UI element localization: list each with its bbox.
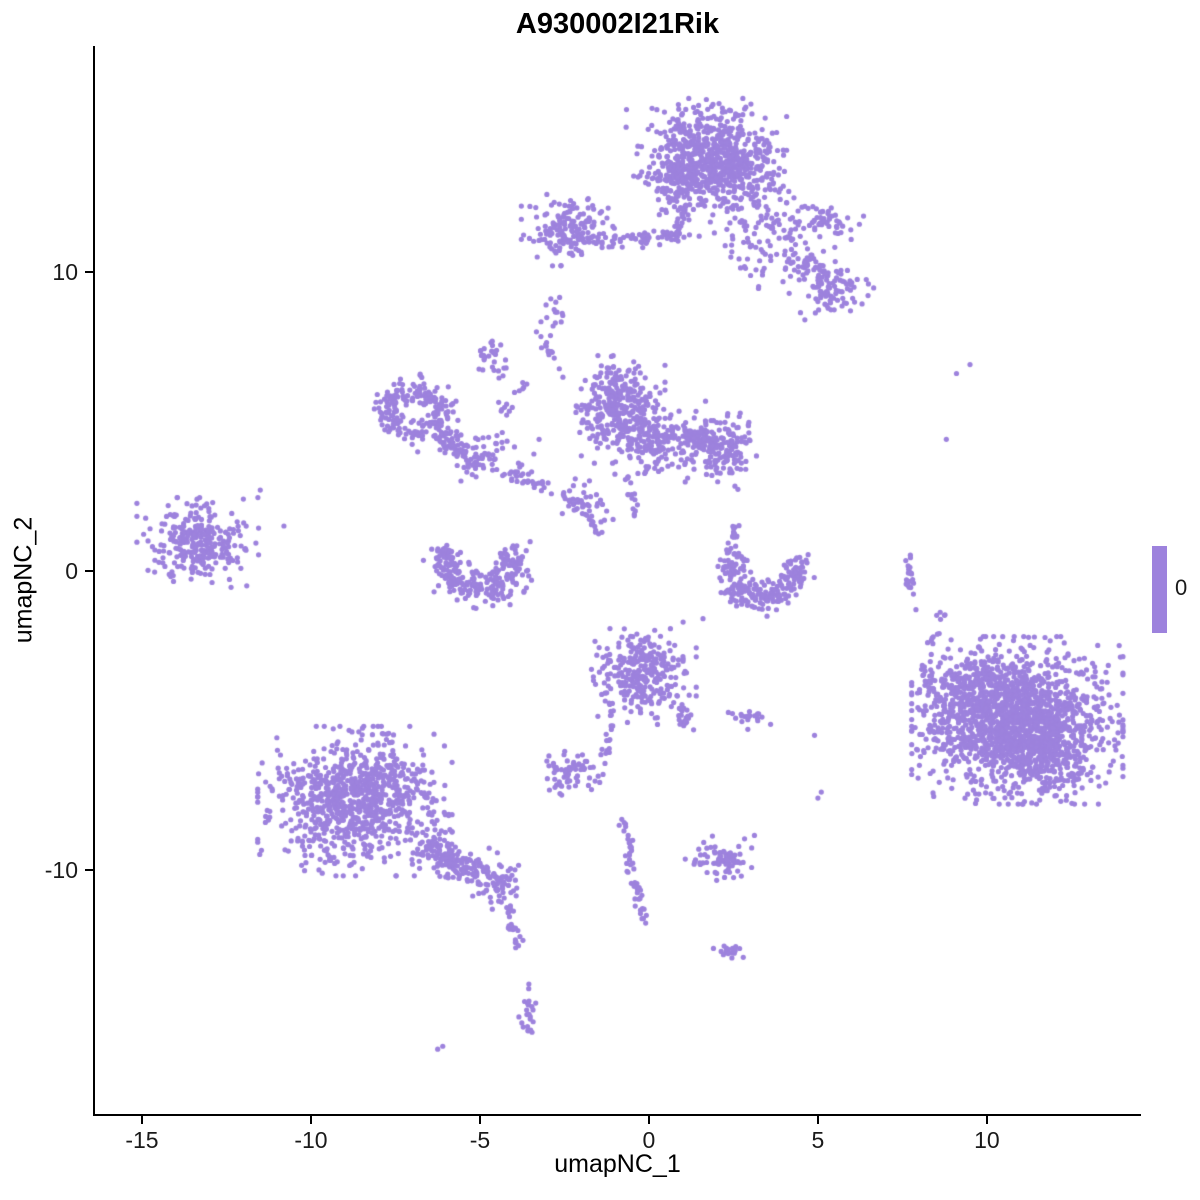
x-tick-label: 0 [642, 1127, 656, 1153]
x-axis-line [93, 1114, 1141, 1116]
x-tick-label: 5 [811, 1127, 825, 1153]
x-tick-mark [141, 1116, 143, 1124]
y-tick-label: 0 [65, 557, 78, 584]
x-tick-label: -15 [125, 1127, 159, 1153]
x-tick-label: -10 [294, 1127, 328, 1153]
y-axis-line [93, 46, 95, 1116]
x-tick-mark [310, 1116, 312, 1124]
legend-colorbar [1152, 546, 1167, 633]
x-tick-mark [817, 1116, 819, 1124]
x-tick-mark [648, 1116, 650, 1124]
y-tick-mark [85, 869, 93, 871]
y-tick-label: -10 [44, 856, 78, 883]
y-tick-mark [85, 271, 93, 273]
y-tick-mark [85, 570, 93, 572]
x-tick-mark [986, 1116, 988, 1124]
x-tick-label: 10 [974, 1127, 1000, 1153]
x-tick-mark [479, 1116, 481, 1124]
x-axis-label: umapNC_1 [554, 1150, 681, 1178]
legend-value-label: 0 [1175, 575, 1188, 600]
y-tick-label: 10 [52, 258, 78, 285]
y-axis-label: umapNC_2 [9, 516, 38, 644]
x-tick-label: -5 [469, 1127, 491, 1153]
